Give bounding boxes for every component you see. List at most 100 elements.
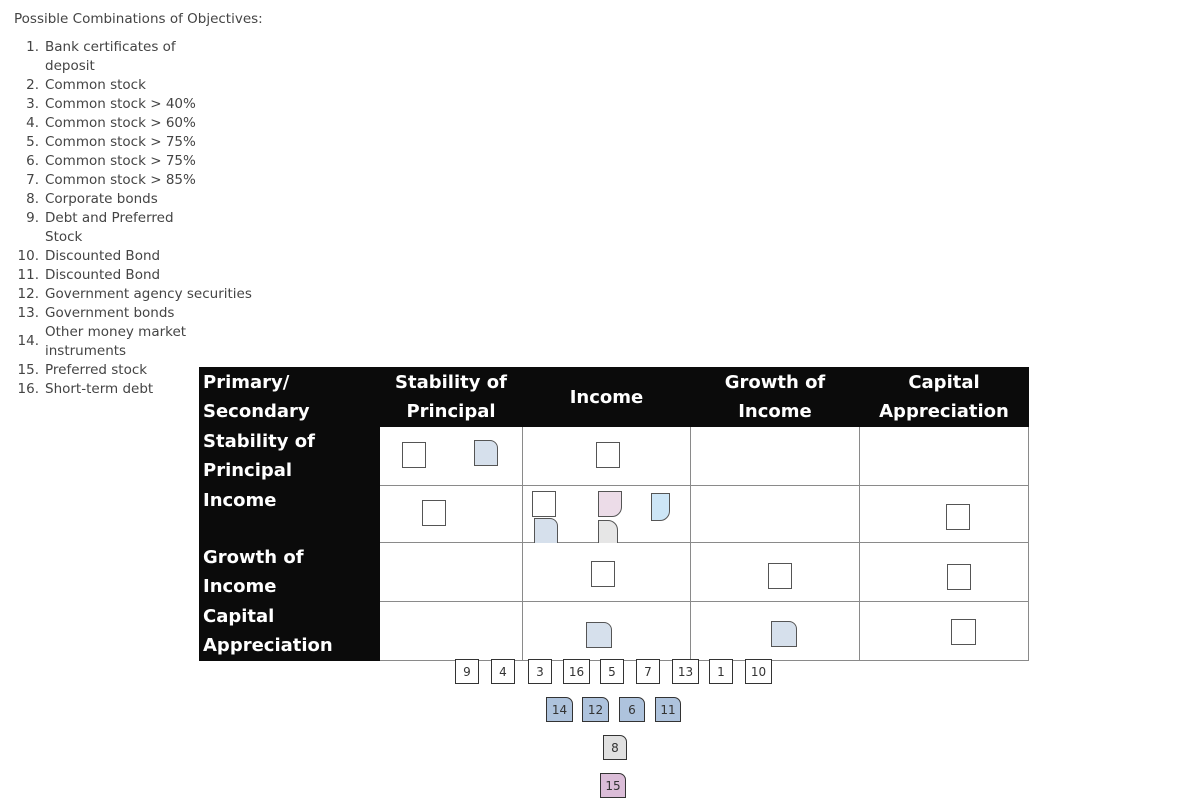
drop-target[interactable] (946, 504, 970, 530)
option-item: 7. Common stock > 85% (0, 171, 280, 190)
option-item: 10. Discounted Bond (0, 247, 280, 266)
cell-capital-growth (690, 601, 860, 661)
cell-income-growth (690, 485, 860, 543)
drop-target[interactable] (591, 561, 615, 587)
drop-target[interactable] (947, 564, 971, 590)
drop-target[interactable] (596, 442, 620, 468)
option-number: 1. (26, 39, 39, 55)
option-text: Common stock > 60% (45, 115, 196, 131)
option-item: 16. Short-term debt (0, 380, 280, 399)
drop-target[interactable] (768, 563, 792, 589)
row-header-income: Income (199, 485, 380, 543)
draggable-chip[interactable]: 14 (546, 697, 573, 722)
instructions-text: Possible Combinations of Objectives: (14, 11, 263, 27)
draggable-chip[interactable]: 11 (655, 697, 681, 722)
option-text: Other money market instruments (45, 324, 187, 359)
option-item: 3. Common stock > 40% (0, 95, 280, 114)
row-header-growth: Growth of Income (199, 542, 380, 602)
column-header-stability: Stability of Principal (379, 367, 523, 427)
option-text: Common stock (45, 77, 146, 93)
placed-chip[interactable] (771, 621, 797, 647)
option-text: Bank certificates of deposit (45, 39, 176, 74)
placed-chip[interactable] (586, 622, 612, 648)
option-text: Common stock > 85% (45, 172, 196, 188)
option-item: 8. Corporate bonds (0, 190, 280, 209)
options-list: 1. Bank certificates of deposit 2. Common … (0, 38, 280, 399)
option-number: 6. (26, 153, 39, 169)
option-item: 6. Common stock > 75% (0, 152, 280, 171)
column-header-growth: Growth of Income (690, 367, 860, 427)
option-item: 13. Government bonds (0, 304, 280, 323)
column-header-capital: Capital Appreciation (859, 367, 1029, 427)
cell-capital-stability (379, 601, 523, 661)
draggable-chip[interactable]: 4 (491, 659, 515, 684)
drop-target[interactable] (951, 619, 976, 645)
option-item: 9. Debt and Preferred Stock (0, 209, 280, 247)
draggable-chip[interactable]: 13 (672, 659, 699, 684)
option-number: 8. (26, 191, 39, 207)
objectives-grid: Primary/ Secondary Stability of Principa… (199, 367, 1029, 661)
draggable-chip[interactable]: 5 (600, 659, 624, 684)
draggable-chip[interactable]: 10 (745, 659, 772, 684)
option-number: 14. (17, 333, 39, 349)
row-header-stability: Stability of Principal (199, 426, 380, 486)
placed-chip[interactable] (598, 491, 622, 517)
cell-stability-capital (859, 426, 1029, 486)
cell-growth-income (522, 542, 691, 602)
cell-stability-income (522, 426, 691, 486)
drop-target[interactable] (532, 491, 556, 517)
draggable-chip[interactable]: 6 (619, 697, 645, 722)
draggable-chip[interactable]: 3 (528, 659, 552, 684)
cell-stability-growth (690, 426, 860, 486)
option-number: 12. (17, 286, 39, 302)
cell-growth-growth (690, 542, 860, 602)
option-item: 11. Discounted Bond (0, 266, 280, 285)
cell-income-income (522, 485, 691, 546)
cell-income-stability (379, 485, 523, 543)
option-text: Debt and Preferred Stock (45, 210, 174, 245)
draggable-chip[interactable]: 1 (709, 659, 733, 684)
option-number: 15. (17, 362, 39, 378)
option-number: 9. (26, 210, 39, 226)
draggable-chip[interactable]: 9 (455, 659, 479, 684)
option-number: 4. (26, 115, 39, 131)
option-text: Corporate bonds (45, 191, 158, 207)
option-number: 16. (17, 381, 39, 397)
option-number: 3. (26, 96, 39, 112)
option-text: Discounted Bond (45, 267, 161, 283)
option-text: Government bonds (45, 305, 175, 321)
cell-growth-stability (379, 542, 523, 602)
option-number: 11. (17, 267, 39, 283)
cell-stability-stability (379, 426, 523, 486)
option-text: Common stock > 75% (45, 153, 196, 169)
option-text: Preferred stock (45, 362, 148, 378)
option-item: 2. Common stock (0, 76, 280, 95)
option-item: 12. Government agency securities (0, 285, 280, 304)
option-number: 13. (17, 305, 39, 321)
draggable-chip[interactable]: 15 (600, 773, 626, 798)
draggable-chip[interactable]: 8 (603, 735, 627, 760)
option-number: 2. (26, 77, 39, 93)
draggable-chip[interactable]: 7 (636, 659, 660, 684)
placed-chip[interactable] (474, 440, 498, 466)
drop-target[interactable] (422, 500, 446, 526)
draggable-chip[interactable]: 12 (582, 697, 609, 722)
option-text: Short-term debt (45, 381, 154, 397)
draggable-chip[interactable]: 16 (563, 659, 590, 684)
option-item: 14. Other money market instruments (0, 323, 280, 361)
column-header-income: Income (522, 367, 691, 427)
option-item: 4. Common stock > 60% (0, 114, 280, 133)
option-number: 10. (17, 248, 39, 264)
placed-chip[interactable] (651, 493, 670, 521)
option-item: 1. Bank certificates of deposit (0, 38, 280, 76)
row-header-capital: Capital Appreciation (199, 601, 380, 661)
cell-capital-capital (859, 601, 1029, 661)
option-number: 5. (26, 134, 39, 150)
drop-target[interactable] (402, 442, 426, 468)
cell-income-capital (859, 485, 1029, 543)
placed-chip[interactable] (534, 518, 558, 544)
option-number: 7. (26, 172, 39, 188)
option-text: Discounted Bond (45, 248, 161, 264)
option-text: Common stock > 40% (45, 96, 196, 112)
grid-corner-header: Primary/ Secondary (199, 367, 380, 427)
